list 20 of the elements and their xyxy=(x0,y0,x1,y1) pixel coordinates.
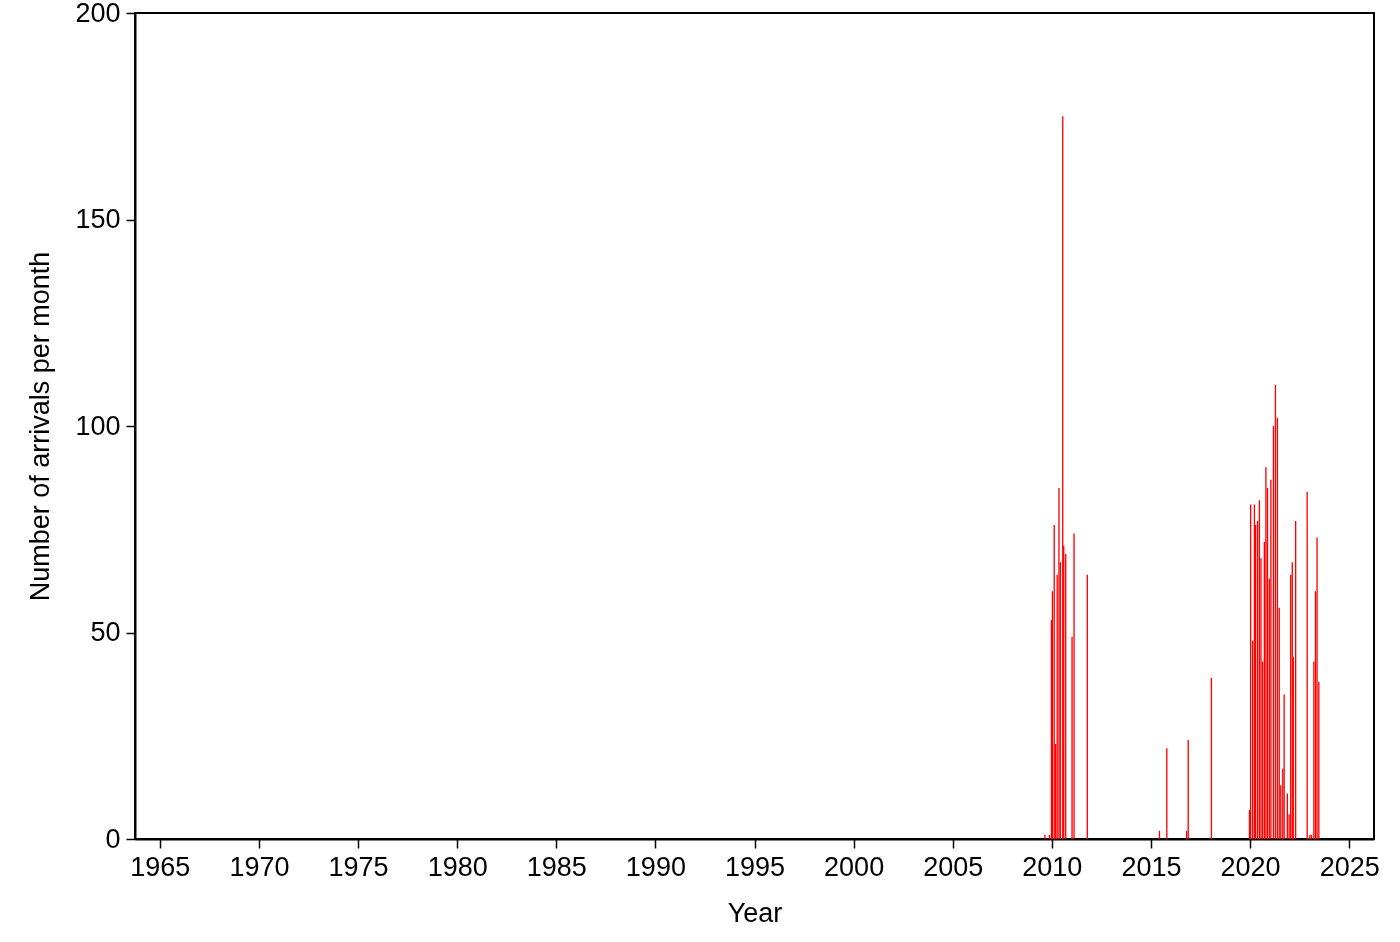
x-tick-label: 1985 xyxy=(526,851,587,882)
x-tick-label: 1965 xyxy=(130,851,191,882)
x-axis-title: Year xyxy=(727,897,783,928)
y-axis-title: Number of arrivals per month xyxy=(25,251,56,602)
x-tick-label: 2015 xyxy=(1121,851,1182,882)
x-tick-label: 2020 xyxy=(1220,851,1281,882)
x-tick-label: 2010 xyxy=(1022,851,1083,882)
y-tick-label: 150 xyxy=(75,204,121,234)
x-tick-label: 2005 xyxy=(923,851,984,882)
y-tick-label: 0 xyxy=(105,823,121,854)
x-tick-label: 1980 xyxy=(427,851,488,882)
x-tick-label: 1995 xyxy=(724,851,786,882)
x-tick-label: 1975 xyxy=(328,851,389,882)
y-tick-label: 50 xyxy=(90,617,121,647)
x-tick-label: 2025 xyxy=(1319,851,1380,882)
x-tick-label: 1970 xyxy=(229,851,290,882)
x-tick-label: 1990 xyxy=(625,851,686,882)
x-tick-label: 2000 xyxy=(824,851,885,882)
y-tick-label: 100 xyxy=(75,410,121,441)
y-tick-label: 200 xyxy=(75,0,121,28)
